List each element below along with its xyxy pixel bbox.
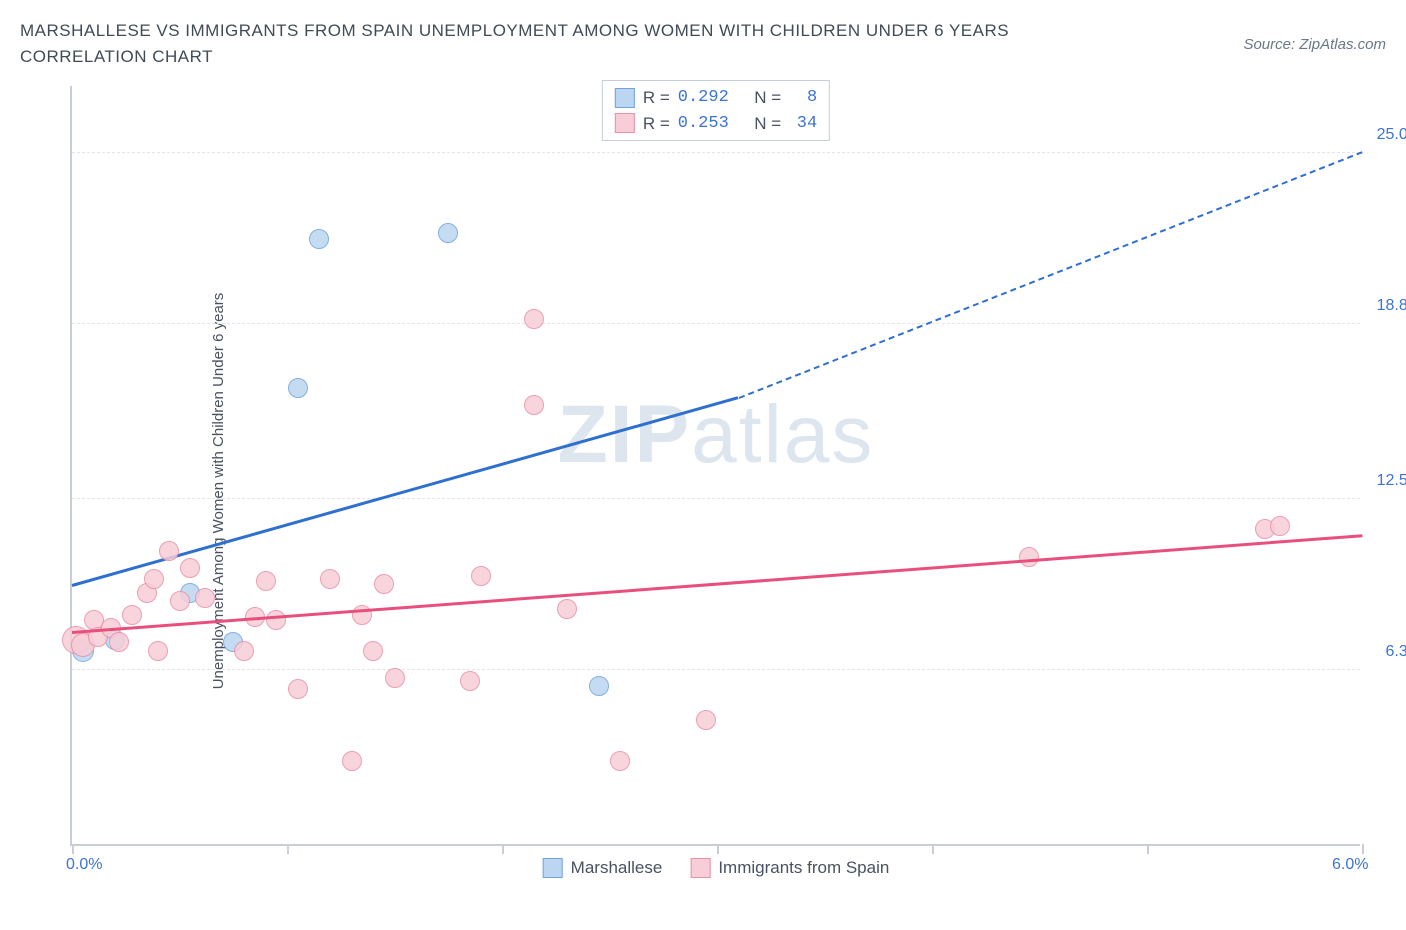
legend-swatch [690,858,710,878]
data-point [557,599,577,619]
data-point [144,569,164,589]
x-tick [287,844,289,854]
data-point [471,566,491,586]
source-label: Source: ZipAtlas.com [1243,36,1386,53]
data-point [170,591,190,611]
gridline-h [72,498,1360,499]
data-point [589,676,609,696]
trend-line [738,151,1362,399]
x-tick-label: 6.0% [1332,856,1368,874]
y-tick-label: 12.5% [1366,472,1406,490]
legend-swatch [615,88,635,108]
data-point [266,610,286,630]
data-point [288,378,308,398]
legend-row: R = 0.292 N = 8 [615,85,817,111]
chart-title: MARSHALLESE VS IMMIGRANTS FROM SPAIN UNE… [20,18,1120,69]
legend-swatch [615,113,635,133]
data-point [320,569,340,589]
data-point [374,574,394,594]
y-tick-label: 6.3% [1366,643,1406,661]
data-point [438,223,458,243]
data-point [1019,547,1039,567]
data-point [460,671,480,691]
x-tick [717,844,719,854]
legend-swatch [543,858,563,878]
data-point [385,668,405,688]
y-tick-label: 18.8% [1366,297,1406,315]
data-point [122,605,142,625]
data-point [288,679,308,699]
legend-row: R = 0.253 N = 34 [615,111,817,137]
x-tick [502,844,504,854]
legend-item: Immigrants from Spain [690,858,889,878]
data-point [148,641,168,661]
x-tick-label: 0.0% [66,856,102,874]
data-point [610,751,630,771]
gridline-h [72,152,1360,153]
x-tick [1147,844,1149,854]
data-point [1270,516,1290,536]
data-point [256,571,276,591]
chart-container: Unemployment Among Women with Children U… [24,86,1384,896]
data-point [234,641,254,661]
y-tick-label: 25.0% [1366,126,1406,144]
legend-bottom: Marshallese Immigrants from Spain [543,858,890,878]
header: MARSHALLESE VS IMMIGRANTS FROM SPAIN UNE… [0,0,1406,79]
x-tick [72,844,74,854]
gridline-h [72,669,1360,670]
data-point [524,309,544,329]
x-tick [1362,844,1364,854]
x-tick [932,844,934,854]
data-point [109,632,129,652]
data-point [180,558,200,578]
legend-item: Marshallese [543,858,663,878]
data-point [309,229,329,249]
gridline-h [72,323,1360,324]
data-point [342,751,362,771]
data-point [524,395,544,415]
data-point [195,588,215,608]
data-point [363,641,383,661]
legend-top: R = 0.292 N = 8R = 0.253 N = 34 [602,80,830,141]
data-point [696,710,716,730]
data-point [159,541,179,561]
data-point [352,605,372,625]
plot-area: ZIPatlas R = 0.292 N = 8R = 0.253 N = 34… [70,86,1360,846]
